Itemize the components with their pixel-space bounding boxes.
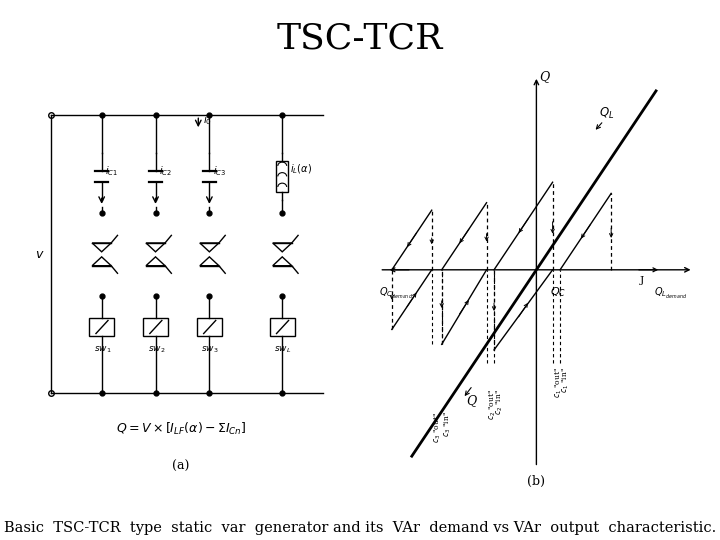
- Text: Q: Q: [539, 70, 549, 83]
- Text: $c_3$ "in": $c_3$ "in": [442, 411, 453, 437]
- Text: $i_{C1}$: $i_{C1}$: [105, 164, 119, 178]
- Text: $i_0$: $i_0$: [203, 113, 212, 127]
- Bar: [197, 318, 222, 336]
- Text: (b): (b): [527, 475, 546, 488]
- Text: Q: Q: [467, 394, 477, 407]
- Bar: [276, 160, 288, 192]
- Text: $Q = V \times [I_{LF}(\alpha) - \Sigma I_{Cn}]$: $Q = V \times [I_{LF}(\alpha) - \Sigma I…: [115, 421, 246, 437]
- Text: $Q_{C_{demand}}$: $Q_{C_{demand}}$: [379, 286, 413, 301]
- Text: $i_{C2}$: $i_{C2}$: [159, 164, 172, 178]
- Text: $v$: $v$: [35, 248, 45, 261]
- Text: $i_L(\alpha)$: $i_L(\alpha)$: [290, 163, 312, 176]
- Text: $sw_3$: $sw_3$: [202, 344, 219, 355]
- Text: $c_2$ "out": $c_2$ "out": [487, 389, 498, 420]
- Bar: [89, 318, 114, 336]
- Text: J: J: [640, 276, 644, 285]
- Bar: [143, 318, 168, 336]
- Text: $Q_C$: $Q_C$: [550, 286, 566, 299]
- Text: $sw_1$: $sw_1$: [94, 344, 112, 355]
- Bar: [270, 318, 294, 336]
- Text: $Q_{L_{demand}}$: $Q_{L_{demand}}$: [654, 286, 687, 301]
- Text: $c_1$ "in": $c_1$ "in": [561, 367, 571, 393]
- Text: TSC-TCR: TSC-TCR: [276, 22, 444, 56]
- Text: $c_2$ "in": $c_2$ "in": [495, 389, 505, 415]
- Text: $sw_L$: $sw_L$: [274, 344, 292, 355]
- Text: $c_1$ "out": $c_1$ "out": [553, 367, 564, 398]
- Text: (a): (a): [172, 461, 189, 474]
- Text: Basic  TSC-TCR  type  static  var  generator and its  VAr  demand vs VAr  output: Basic TSC-TCR type static var generator …: [4, 521, 716, 535]
- Text: $Q_L$: $Q_L$: [599, 106, 614, 121]
- Text: $c_3$ "out": $c_3$ "out": [432, 411, 443, 443]
- Text: $sw_2$: $sw_2$: [148, 344, 165, 355]
- Text: $i_{C3}$: $i_{C3}$: [213, 164, 226, 178]
